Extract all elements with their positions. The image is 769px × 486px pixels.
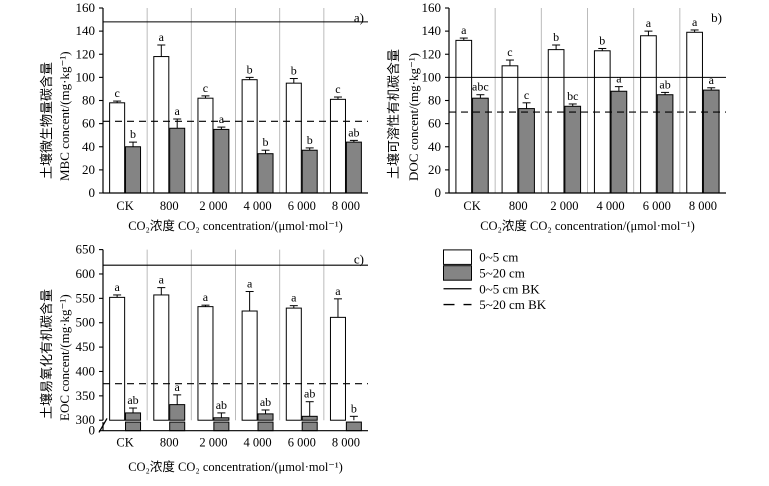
svg-text:b): b) <box>711 10 722 25</box>
svg-text:a: a <box>291 291 297 305</box>
svg-text:2 000: 2 000 <box>199 199 227 213</box>
svg-text:a: a <box>159 30 165 44</box>
svg-text:160: 160 <box>76 0 96 15</box>
svg-text:b: b <box>553 30 559 44</box>
svg-text:abc: abc <box>472 80 489 94</box>
svg-text:140: 140 <box>76 23 96 38</box>
svg-text:6 000: 6 000 <box>643 199 671 213</box>
svg-text:a: a <box>335 284 341 298</box>
svg-text:a): a) <box>354 10 364 25</box>
svg-text:2 000: 2 000 <box>199 436 227 450</box>
svg-text:800: 800 <box>160 199 179 213</box>
svg-text:0: 0 <box>89 185 96 200</box>
svg-text:650: 650 <box>76 242 96 257</box>
svg-text:6 000: 6 000 <box>288 436 316 450</box>
svg-text:b: b <box>130 127 136 141</box>
svg-text:5~20 cm: 5~20 cm <box>479 265 525 280</box>
svg-text:5~20 cm BK: 5~20 cm BK <box>479 297 547 312</box>
svg-text:140: 140 <box>422 23 442 38</box>
svg-text:8 000: 8 000 <box>332 199 360 213</box>
svg-text:80: 80 <box>82 93 95 108</box>
svg-text:0: 0 <box>435 185 442 200</box>
svg-text:600: 600 <box>76 266 96 281</box>
svg-text:160: 160 <box>422 0 442 15</box>
svg-text:b: b <box>291 64 297 78</box>
svg-text:40: 40 <box>428 139 441 154</box>
svg-text:c: c <box>507 45 512 59</box>
svg-text:100: 100 <box>76 69 96 84</box>
svg-text:120: 120 <box>422 46 442 61</box>
svg-text:b: b <box>247 62 253 76</box>
svg-text:800: 800 <box>160 436 179 450</box>
svg-text:CK: CK <box>116 436 133 450</box>
svg-text:80: 80 <box>428 93 441 108</box>
svg-text:c: c <box>335 82 340 96</box>
svg-text:a: a <box>219 112 225 126</box>
svg-text:6 000: 6 000 <box>288 199 316 213</box>
svg-text:a: a <box>646 16 652 30</box>
svg-text:20: 20 <box>428 162 441 177</box>
svg-text:ab: ab <box>348 125 359 139</box>
svg-text:800: 800 <box>509 199 528 213</box>
svg-text:120: 120 <box>76 46 96 61</box>
svg-text:bc: bc <box>567 89 578 103</box>
svg-text:c: c <box>203 81 208 95</box>
svg-text:0: 0 <box>89 423 96 438</box>
svg-text:b: b <box>351 401 357 415</box>
svg-text:8 000: 8 000 <box>332 436 360 450</box>
svg-text:2 000: 2 000 <box>550 199 578 213</box>
svg-text:a: a <box>203 290 209 304</box>
svg-text:a: a <box>616 72 622 86</box>
svg-text:a: a <box>247 277 253 291</box>
svg-text:4 000: 4 000 <box>244 436 272 450</box>
svg-text:400: 400 <box>76 363 96 378</box>
svg-text:a: a <box>692 15 698 29</box>
svg-text:ab: ab <box>659 77 670 91</box>
svg-text:b: b <box>307 133 313 147</box>
svg-text:a: a <box>175 104 181 118</box>
svg-text:350: 350 <box>76 388 96 403</box>
svg-text:4 000: 4 000 <box>597 199 625 213</box>
svg-text:40: 40 <box>82 139 95 154</box>
svg-text:b: b <box>599 33 605 47</box>
svg-text:a: a <box>114 280 120 294</box>
svg-text:CO₂浓度 CO₂ concentration/(μmol·: CO₂浓度 CO₂ concentration/(μmol·mol⁻¹) <box>128 459 343 474</box>
svg-text:a: a <box>175 380 181 394</box>
svg-text:CK: CK <box>116 199 133 213</box>
svg-text:b: b <box>263 135 269 149</box>
svg-text:100: 100 <box>422 69 442 84</box>
svg-text:0~5 cm BK: 0~5 cm BK <box>479 281 540 296</box>
svg-text:CO₂浓度 CO₂ concentration/(μmol·: CO₂浓度 CO₂ concentration/(μmol·mol⁻¹) <box>128 218 343 233</box>
svg-text:CO₂浓度 CO₂ concentration/(μmol·: CO₂浓度 CO₂ concentration/(μmol·mol⁻¹) <box>480 218 695 233</box>
svg-text:ab: ab <box>260 395 271 409</box>
svg-text:ab: ab <box>304 387 315 401</box>
svg-text:0~5 cm: 0~5 cm <box>479 250 518 265</box>
svg-text:ab: ab <box>216 398 227 412</box>
svg-text:c: c <box>114 86 119 100</box>
svg-text:60: 60 <box>428 116 441 131</box>
svg-text:500: 500 <box>76 315 96 330</box>
svg-text:CK: CK <box>463 199 480 213</box>
svg-text:ab: ab <box>127 393 138 407</box>
svg-text:a: a <box>159 273 165 287</box>
svg-text:20: 20 <box>82 162 95 177</box>
svg-text:a: a <box>709 73 715 87</box>
svg-text:a: a <box>461 23 467 37</box>
svg-text:c: c <box>524 88 529 102</box>
svg-text:c): c) <box>354 252 364 267</box>
svg-text:8 000: 8 000 <box>689 199 717 213</box>
svg-text:450: 450 <box>76 339 96 354</box>
svg-text:550: 550 <box>76 290 96 305</box>
svg-text:4 000: 4 000 <box>244 199 272 213</box>
svg-text:60: 60 <box>82 116 95 131</box>
